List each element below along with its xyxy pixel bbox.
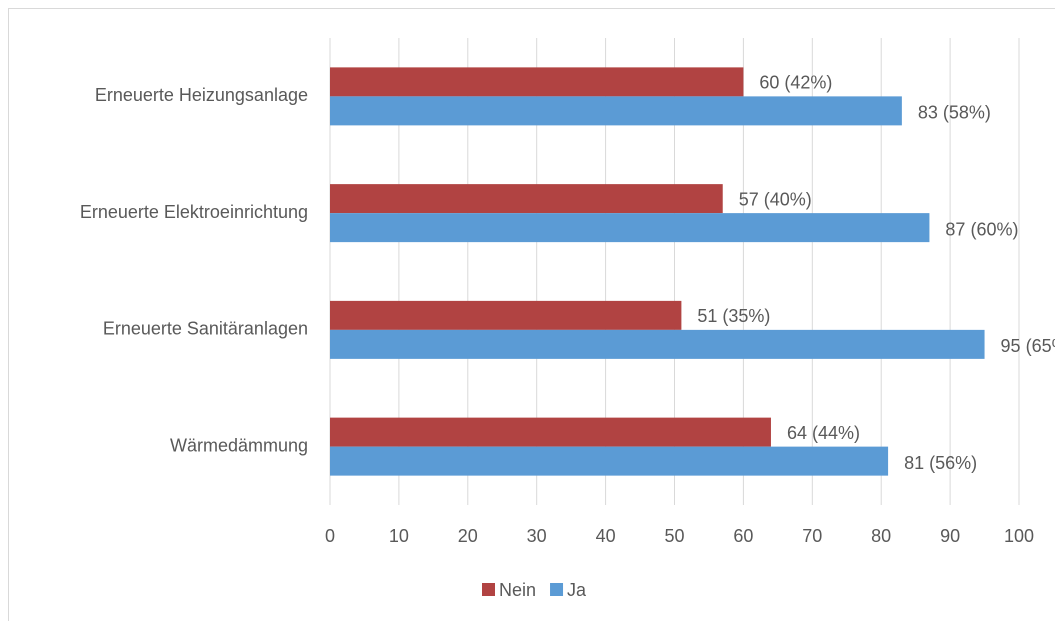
data-label: 95 (65%) bbox=[1001, 336, 1055, 356]
y-tick-label: Wärmedämmung bbox=[170, 435, 308, 455]
y-tick-label: Erneuerte Elektroeinrichtung bbox=[80, 202, 308, 222]
chart-frame bbox=[8, 8, 1055, 621]
x-tick-label: 0 bbox=[325, 526, 335, 546]
data-label: 83 (58%) bbox=[918, 103, 991, 123]
y-tick-label: Erneuerte Sanitäranlagen bbox=[103, 319, 308, 339]
legend-label: Nein bbox=[499, 580, 536, 600]
data-label: 87 (60%) bbox=[945, 219, 1018, 239]
data-label: 51 (35%) bbox=[697, 306, 770, 326]
bar bbox=[330, 184, 723, 214]
bar bbox=[330, 96, 902, 126]
x-tick-label: 70 bbox=[802, 526, 822, 546]
data-label: 64 (44%) bbox=[787, 423, 860, 443]
legend-swatch bbox=[550, 583, 564, 596]
data-label: 81 (56%) bbox=[904, 453, 977, 473]
legend-label: Ja bbox=[567, 580, 587, 600]
x-tick-label: 10 bbox=[389, 526, 409, 546]
data-label: 57 (40%) bbox=[739, 189, 812, 209]
y-tick-label: Erneuerte Heizungsanlage bbox=[95, 85, 308, 105]
bar bbox=[330, 300, 682, 330]
legend-swatch bbox=[482, 583, 495, 596]
x-tick-label: 100 bbox=[1004, 526, 1034, 546]
bar bbox=[330, 446, 889, 476]
bar bbox=[330, 67, 744, 97]
x-tick-label: 80 bbox=[871, 526, 891, 546]
x-tick-label: 90 bbox=[940, 526, 960, 546]
x-tick-label: 50 bbox=[664, 526, 684, 546]
data-label: 60 (42%) bbox=[759, 73, 832, 93]
bar bbox=[330, 329, 985, 359]
bar bbox=[330, 213, 930, 243]
x-tick-label: 30 bbox=[527, 526, 547, 546]
bar bbox=[330, 417, 771, 447]
x-tick-label: 20 bbox=[458, 526, 478, 546]
x-tick-label: 60 bbox=[733, 526, 753, 546]
x-tick-label: 40 bbox=[596, 526, 616, 546]
